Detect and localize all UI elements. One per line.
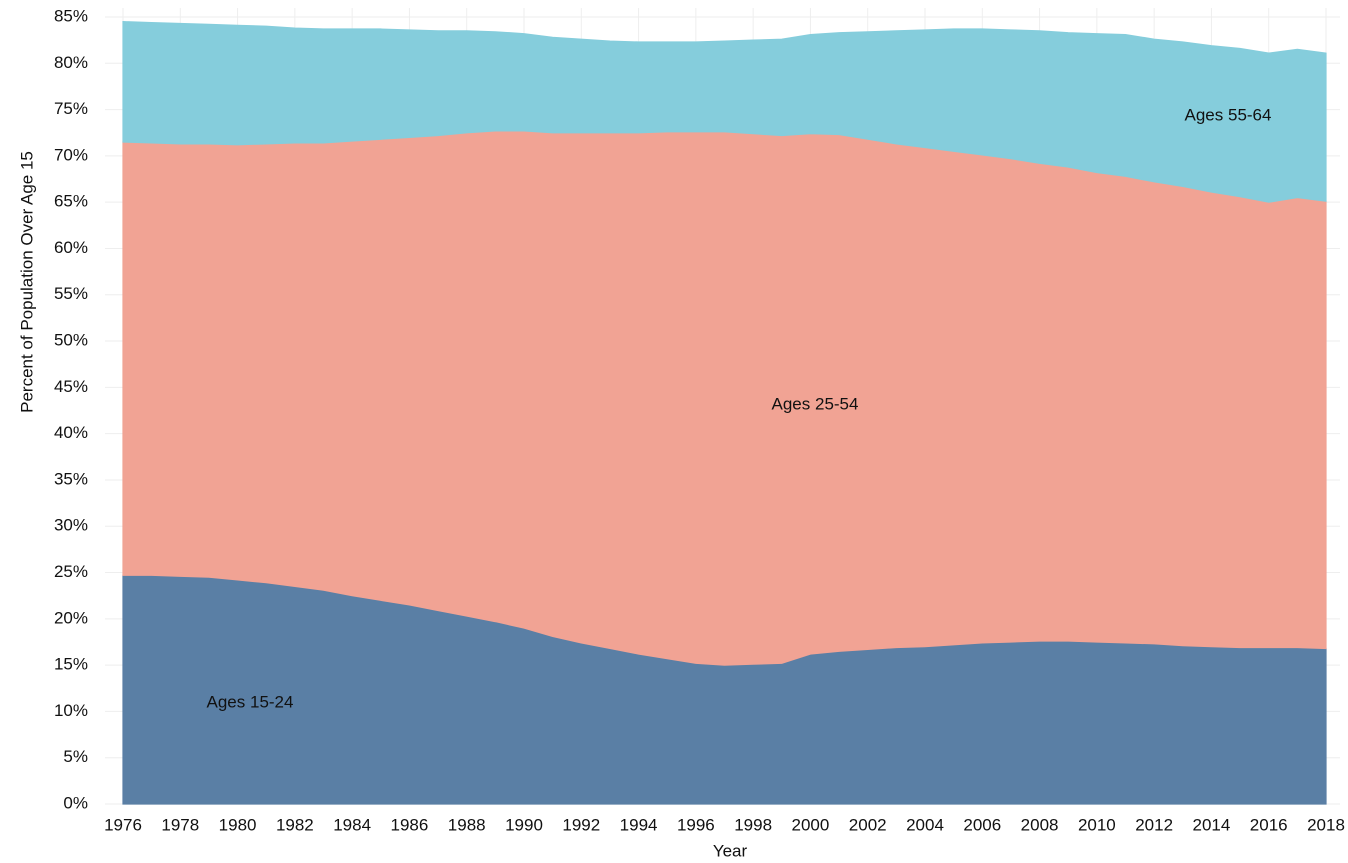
- x-tick-label: 1978: [161, 815, 199, 834]
- y-tick-label: 10%: [54, 701, 88, 720]
- area: [122, 130, 1327, 666]
- x-tick-label: 1976: [104, 815, 142, 834]
- x-tick-label: 2002: [849, 815, 887, 834]
- series-label: Ages 25-54: [772, 394, 859, 413]
- y-axis-label: Percent of Population Over Age 15: [17, 151, 36, 413]
- x-tick-label: 1998: [734, 815, 772, 834]
- y-tick-label: 55%: [54, 284, 88, 303]
- x-tick-label: 1986: [391, 815, 429, 834]
- y-tick-label: 40%: [54, 423, 88, 442]
- x-tick-label: 1992: [562, 815, 600, 834]
- x-tick-label: 1990: [505, 815, 543, 834]
- x-tick-label: 2016: [1250, 815, 1288, 834]
- series-label: Ages 15-24: [207, 692, 294, 711]
- y-tick-label: 45%: [54, 377, 88, 396]
- x-tick-label: 1988: [448, 815, 486, 834]
- y-tick-label: 35%: [54, 469, 88, 488]
- y-tick-label: 65%: [54, 192, 88, 211]
- y-tick-label: 50%: [54, 331, 88, 350]
- y-tick-label: 70%: [54, 145, 88, 164]
- y-tick-label: 5%: [63, 747, 88, 766]
- y-tick-label: 80%: [54, 53, 88, 72]
- x-tick-label: 2006: [963, 815, 1001, 834]
- y-tick-label: 30%: [54, 516, 88, 535]
- y-tick-label: 0%: [63, 793, 88, 812]
- x-tick-label: 1984: [333, 815, 371, 834]
- x-tick-label: 1994: [620, 815, 658, 834]
- y-tick-label: 25%: [54, 562, 88, 581]
- y-tick-label: 75%: [54, 99, 88, 118]
- x-axis-label: Year: [713, 841, 748, 860]
- x-tick-label: 2018: [1307, 815, 1345, 834]
- x-tick-label: 1980: [219, 815, 257, 834]
- x-tick-label: 1996: [677, 815, 715, 834]
- y-tick-label: 20%: [54, 608, 88, 627]
- x-tick-label: 2008: [1021, 815, 1059, 834]
- area: [122, 21, 1327, 203]
- x-tick-label: 2012: [1135, 815, 1173, 834]
- x-tick-label: 2004: [906, 815, 944, 834]
- series-label: Ages 55-64: [1185, 105, 1272, 124]
- x-tick-label: 2014: [1193, 815, 1231, 834]
- y-tick-label: 60%: [54, 238, 88, 257]
- x-tick-label: 2000: [792, 815, 830, 834]
- x-tick-label: 2010: [1078, 815, 1116, 834]
- y-tick-label: 15%: [54, 655, 88, 674]
- y-tick-label: 85%: [54, 6, 88, 25]
- x-tick-label: 1982: [276, 815, 314, 834]
